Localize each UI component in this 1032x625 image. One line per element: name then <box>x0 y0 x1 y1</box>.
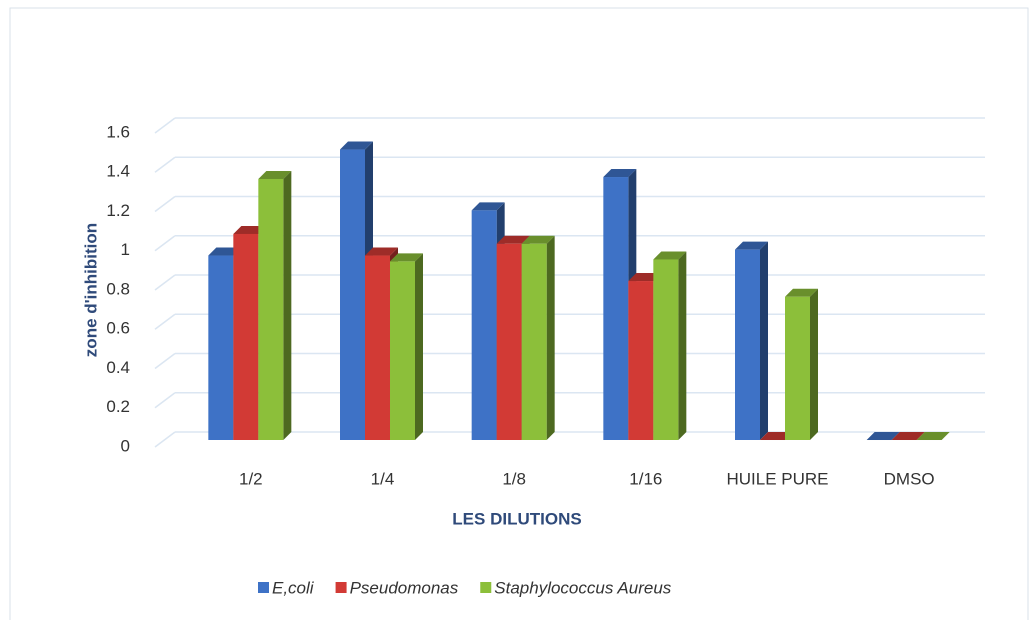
legend-label: E,coli <box>272 578 315 597</box>
x-tick-label: 1/16 <box>629 469 662 488</box>
bar-side <box>415 253 423 440</box>
grid-line-depth <box>155 432 175 447</box>
x-tick-label: HUILE PURE <box>726 469 828 488</box>
bar-side <box>760 242 768 440</box>
grid-line-depth <box>155 236 175 251</box>
x-axis-title: LES DILUTIONS <box>452 509 581 528</box>
bar <box>653 259 678 440</box>
bar <box>365 256 390 440</box>
x-tick-label: DMSO <box>884 469 935 488</box>
bar <box>390 261 415 440</box>
grid-line-depth <box>155 197 175 212</box>
y-tick-label: 1.2 <box>106 201 130 220</box>
grid-line-depth <box>155 275 175 290</box>
grid-line-depth <box>155 118 175 133</box>
y-tick-label: 1 <box>121 240 130 259</box>
grid-line-depth <box>155 314 175 329</box>
y-axis-title: zone d'inhibition <box>81 223 100 357</box>
bar-side <box>678 251 686 440</box>
legend-swatch <box>480 582 491 593</box>
bar <box>233 234 258 440</box>
bar <box>497 244 522 440</box>
bar <box>258 179 283 440</box>
legend-swatch <box>336 582 347 593</box>
grid-line-depth <box>155 354 175 369</box>
y-tick-label: 0.8 <box>106 279 130 298</box>
bar <box>208 256 233 440</box>
y-tick-label: 0.2 <box>106 397 130 416</box>
bar-side <box>547 236 555 440</box>
x-tick-label: 1/8 <box>502 469 526 488</box>
legend-label: Pseudomonas <box>350 578 459 597</box>
bar <box>628 281 653 440</box>
bar-side <box>283 171 291 440</box>
y-tick-label: 1.4 <box>106 162 130 181</box>
bar <box>603 177 628 440</box>
bar-side <box>810 289 818 440</box>
x-tick-label: 1/2 <box>239 469 263 488</box>
bar <box>735 250 760 440</box>
grid-line-depth <box>155 157 175 172</box>
y-tick-label: 1.6 <box>106 122 130 141</box>
bar <box>785 297 810 440</box>
bar <box>340 150 365 440</box>
y-tick-label: 0.6 <box>106 319 130 338</box>
y-tick-label: 0.4 <box>106 358 130 377</box>
legend-swatch <box>258 582 269 593</box>
legend-label: Staphylococcus Aureus <box>494 578 672 597</box>
grid-line-depth <box>155 393 175 408</box>
x-tick-label: 1/4 <box>371 469 395 488</box>
bar <box>472 210 497 440</box>
bar <box>522 244 547 440</box>
y-tick-label: 0 <box>121 436 130 455</box>
